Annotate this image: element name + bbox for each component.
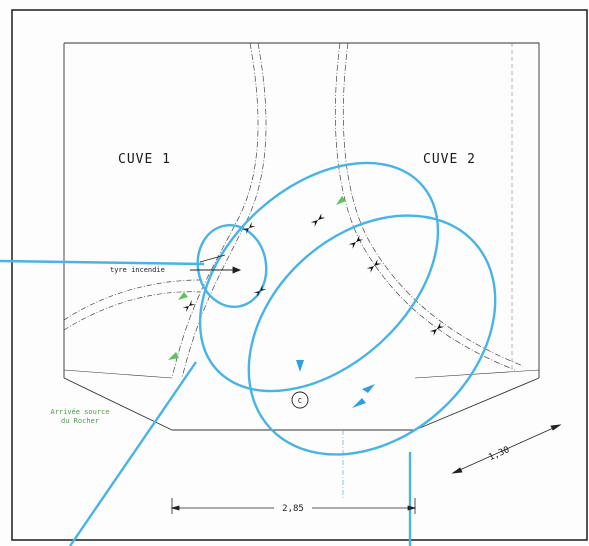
green-arrows — [168, 196, 346, 360]
diagonal-dimension-label: 1,30 — [487, 445, 511, 463]
arrow-marker — [348, 235, 364, 249]
blue-arrow — [296, 360, 304, 372]
blue-annotations — [0, 161, 497, 546]
cuve-1-label: CUVE 1 — [118, 152, 171, 167]
large-ellipse-lower — [247, 214, 497, 456]
arrow-marker — [242, 221, 256, 235]
center-mark-circle — [291, 391, 309, 409]
blue-arrow — [362, 384, 375, 393]
blue-arrows — [296, 360, 375, 408]
arrow-marker — [429, 322, 445, 336]
black-arrows — [182, 213, 445, 336]
pipe-arrow — [190, 254, 242, 274]
outer-frame — [11, 9, 588, 541]
green-arrow — [178, 292, 188, 300]
green-arrow — [336, 196, 346, 205]
callout-line-bottom-left — [69, 361, 197, 546]
blue-arrow — [352, 398, 366, 408]
green-arrow — [168, 352, 179, 360]
arrivee-label-line2: du Rocher — [61, 417, 99, 425]
large-ellipse-upper — [198, 161, 440, 393]
cuve-2-label: CUVE 2 — [423, 152, 476, 167]
callout-line-left — [0, 259, 205, 266]
divider-curves — [63, 42, 524, 379]
width-dimension-label: 2,85 — [282, 504, 304, 514]
dim-label-bg — [274, 501, 312, 514]
pipe-label: tyre incendie — [110, 266, 165, 274]
tank-outline — [63, 42, 540, 431]
center-mark-label: C — [298, 397, 302, 405]
arrow-marker — [366, 259, 382, 273]
diagonal-dimension — [451, 424, 562, 474]
arrow-marker — [310, 213, 326, 227]
arrivee-label-line1: Arrivée source — [50, 408, 109, 416]
small-circle — [196, 223, 268, 309]
arrow-marker — [182, 299, 196, 313]
